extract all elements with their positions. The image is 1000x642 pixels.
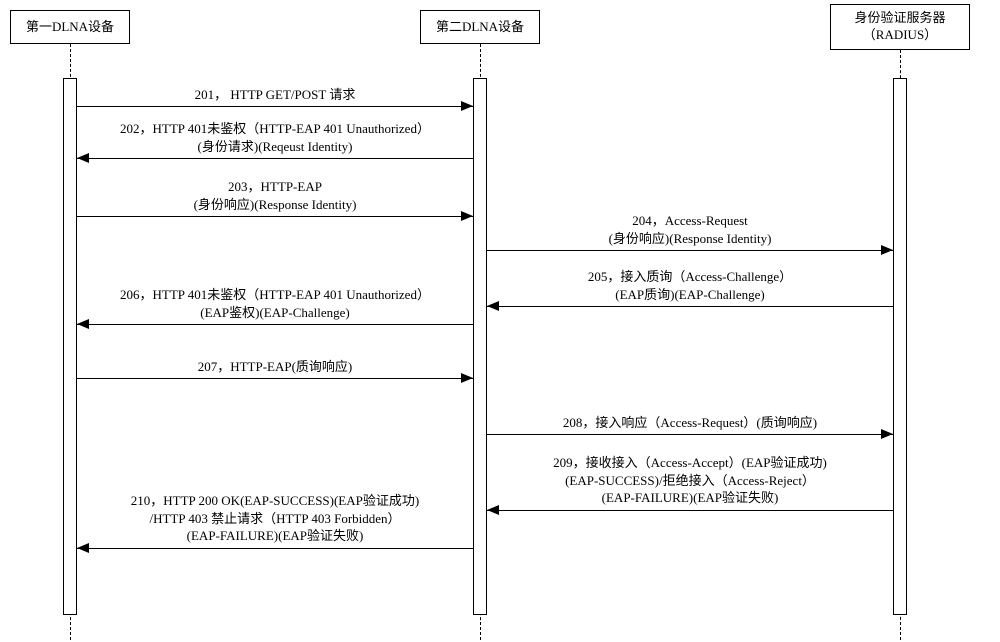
message-label-206: 206，HTTP 401未鉴权（HTTP-EAP 401 Unauthorize… [65,286,485,321]
message-text-line: /HTTP 403 禁止请求（HTTP 403 Forbidden） [65,510,485,528]
message-arrow-205 [487,306,893,307]
message-text-line: 206，HTTP 401未鉴权（HTTP-EAP 401 Unauthorize… [65,286,485,304]
message-label-203: 203，HTTP-EAP(身份响应)(Response Identity) [65,178,485,213]
message-text-line: 205，接入质询（Access-Challenge） [480,268,900,286]
message-text-line: 201， HTTP GET/POST 请求 [65,86,485,104]
sequence-diagram: 第一DLNA设备 第二DLNA设备 身份验证服务器 （RADIUS） 201， HTT… [0,0,1000,642]
message-label-204: 204，Access-Request(身份响应)(Response Identi… [480,212,900,247]
message-text-line: 210，HTTP 200 OK(EAP-SUCCESS)(EAP验证成功) [65,492,485,510]
message-text-line: (EAP-FAILURE)(EAP验证失败) [65,527,485,545]
message-text-line: 209，接收接入（Access-Accept）(EAP验证成功) [480,454,900,472]
message-text-line: (EAP-SUCCESS)/拒绝接入（Access-Reject） [480,472,900,490]
message-text-line: (身份响应)(Response Identity) [480,230,900,248]
activation-p3 [893,78,907,615]
message-text-line: 208，接入响应（Access-Request）(质询响应) [480,414,900,432]
message-arrow-208 [487,434,893,435]
message-text-line: 203，HTTP-EAP [65,178,485,196]
message-text-line: 204，Access-Request [480,212,900,230]
message-text-line: 202，HTTP 401未鉴权（HTTP-EAP 401 Unauthorize… [65,120,485,138]
message-text-line: (EAP鉴权)(EAP-Challenge) [65,304,485,322]
message-label-201: 201， HTTP GET/POST 请求 [65,86,485,104]
message-label-202: 202，HTTP 401未鉴权（HTTP-EAP 401 Unauthorize… [65,120,485,155]
message-arrow-204 [487,250,893,251]
message-text-line: (身份响应)(Response Identity) [65,196,485,214]
participant-p1: 第一DLNA设备 [10,10,130,44]
message-text-line: (EAP-FAILURE)(EAP验证失败) [480,489,900,507]
message-label-209: 209，接收接入（Access-Accept）(EAP验证成功)(EAP-SUC… [480,454,900,507]
message-text-line: (EAP质询)(EAP-Challenge) [480,286,900,304]
message-label-210: 210，HTTP 200 OK(EAP-SUCCESS)(EAP验证成功)/HT… [65,492,485,545]
message-arrow-209 [487,510,893,511]
participant-p3: 身份验证服务器 （RADIUS） [830,4,970,50]
message-label-207: 207，HTTP-EAP(质询响应) [65,358,485,376]
message-text-line: 207，HTTP-EAP(质询响应) [65,358,485,376]
message-arrow-207 [77,378,473,379]
message-arrow-201 [77,106,473,107]
message-label-205: 205，接入质询（Access-Challenge）(EAP质询)(EAP-Ch… [480,268,900,303]
message-label-208: 208，接入响应（Access-Request）(质询响应) [480,414,900,432]
message-arrow-203 [77,216,473,217]
message-text-line: (身份请求)(Reqeust Identity) [65,138,485,156]
participant-p2: 第二DLNA设备 [420,10,540,44]
message-arrow-206 [77,324,473,325]
message-arrow-202 [77,158,473,159]
message-arrow-210 [77,548,473,549]
